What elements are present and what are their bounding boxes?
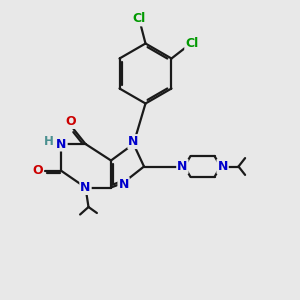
- Text: N: N: [118, 178, 129, 191]
- Text: Cl: Cl: [185, 37, 199, 50]
- Text: N: N: [177, 160, 188, 173]
- Text: N: N: [80, 181, 91, 194]
- Text: N: N: [218, 160, 228, 173]
- Text: N: N: [128, 135, 139, 148]
- Text: N: N: [56, 137, 67, 151]
- Text: O: O: [32, 164, 43, 178]
- Text: H: H: [44, 135, 54, 148]
- Text: Cl: Cl: [132, 12, 146, 26]
- Text: O: O: [66, 115, 76, 128]
